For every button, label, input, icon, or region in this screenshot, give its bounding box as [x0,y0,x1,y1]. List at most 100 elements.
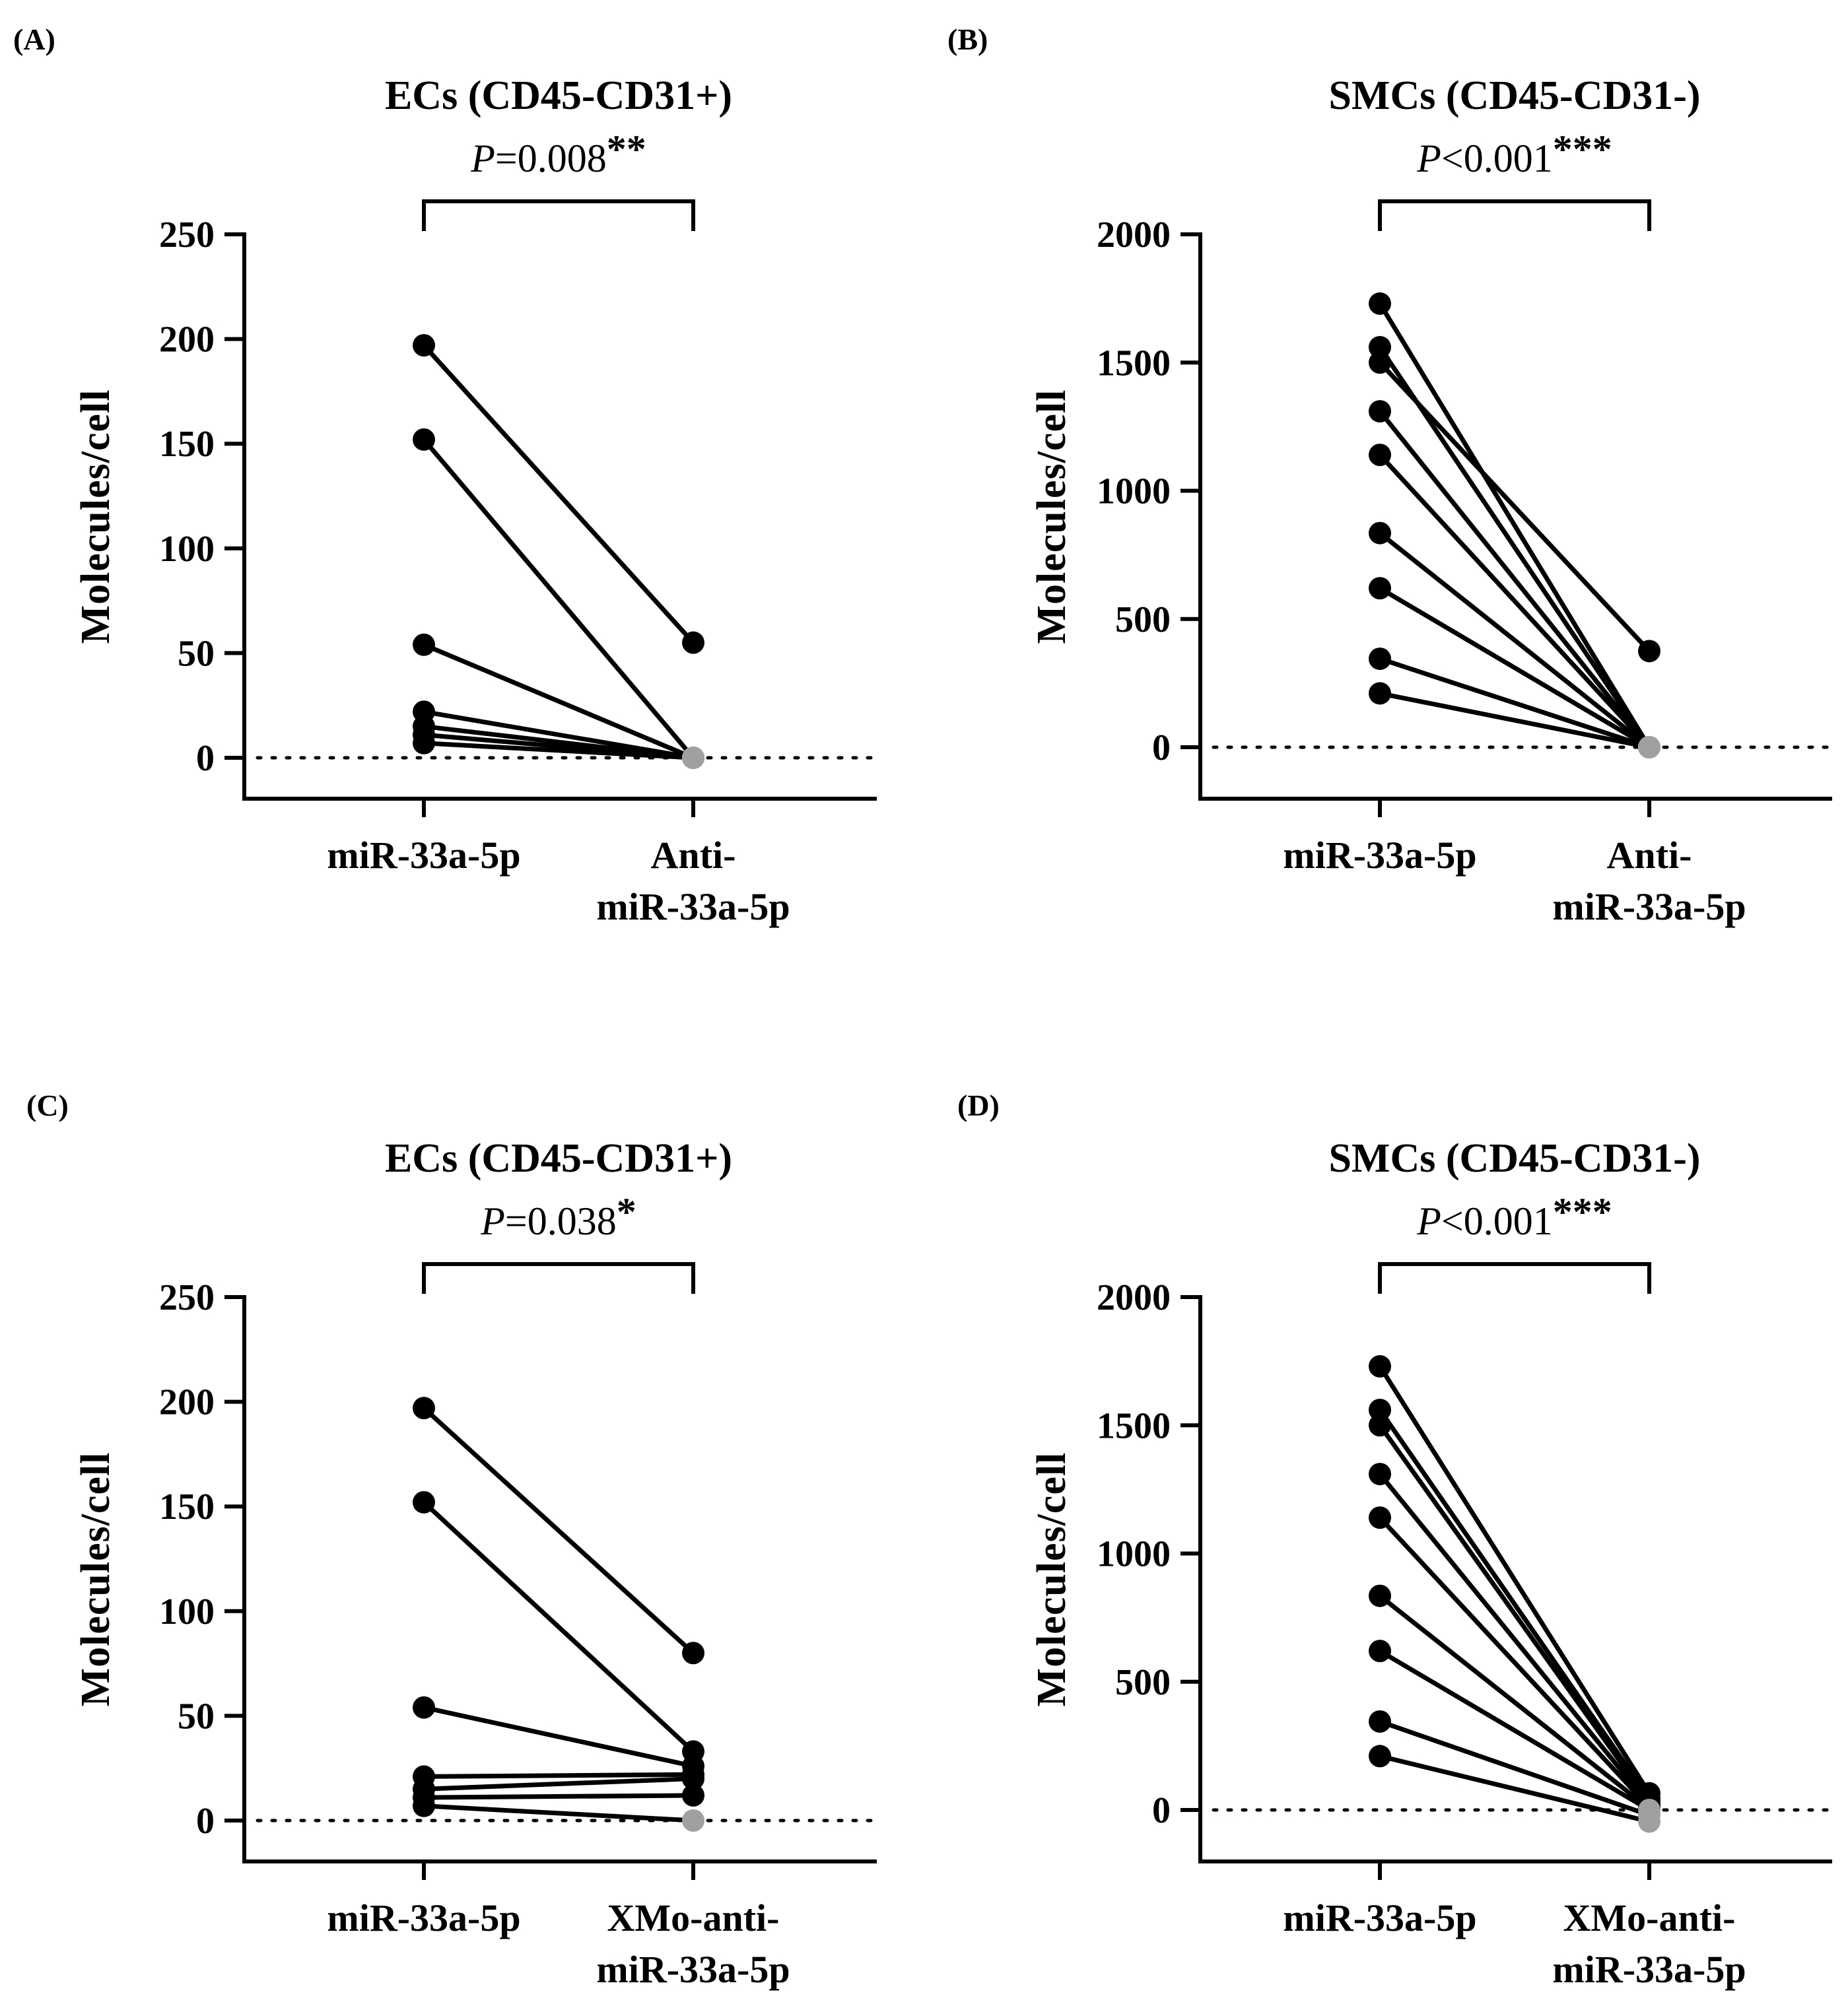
p-value-annotation: P=0.008** [470,127,646,180]
data-point-before [1369,1506,1391,1529]
data-point-before [1369,521,1391,545]
p-value-annotation: P<0.001*** [1416,127,1612,180]
data-point-before [1369,1398,1391,1421]
paired-line [422,1406,695,1655]
chart-panel-c: (C) ECs (CD45-CD31+) P=0.038* 0 50 100 150 200 2… [26,1088,879,1991]
data-point-before [1369,1414,1391,1437]
p-value: =0.038 [505,1199,617,1243]
p-symbol: P [1416,137,1441,180]
x-category-label: miR-33a-5p [1552,885,1746,928]
paired-line [1379,1719,1651,1818]
panel-label: (C) [26,1088,69,1122]
x-category-label: XMo-anti- [1563,1896,1736,1939]
y-tick-label: 200 [159,1382,215,1423]
data-point-before [1369,335,1391,358]
data-point-before [413,334,435,357]
paired-line [423,741,694,760]
data-point-before [1369,351,1391,374]
paired-line [1379,1754,1650,1824]
data-point-before [413,1490,435,1514]
paired-line [1378,302,1651,749]
paired-line [422,438,695,760]
y-axis-label: Molecules/cell [1029,389,1074,644]
x-category-label: miR-33a-5p [1283,1896,1476,1939]
paired-line [422,343,695,644]
paired-line [423,1772,694,1779]
chart-title: SMCs (CD45-CD31-) [1328,1136,1700,1181]
data-point-before [1369,1640,1391,1663]
data-point-after [682,1784,704,1807]
significance-stars: ** [607,127,646,171]
paired-line [1378,453,1651,749]
x-category-label: miR-33a-5p [1283,834,1476,877]
data-point-after [1638,640,1660,663]
paired-line [1378,409,1651,749]
data-point-before [1369,1710,1391,1733]
data-point-after [682,1767,704,1790]
data-point-after [1638,736,1660,758]
y-tick-label: 2000 [1097,215,1171,255]
y-tick-label: 150 [159,1487,215,1527]
data-point-before [413,1397,435,1420]
significance-bracket [1378,199,1651,231]
data-point-after [682,1642,704,1665]
y-tick-label: 200 [159,319,215,360]
y-tick-label: 1500 [1097,343,1171,384]
data-point-before [1369,400,1391,423]
y-tick-label: 0 [196,738,215,779]
paired-line [1378,531,1651,749]
paired-line [423,1793,694,1800]
paired-line [1379,656,1651,750]
data-point-before [413,1696,435,1719]
chart-title: SMCs (CD45-CD31-) [1328,73,1700,118]
y-tick-label: 50 [178,633,215,674]
p-value-annotation: P=0.038* [480,1190,636,1243]
p-symbol: P [1416,1199,1441,1243]
y-tick-label: 150 [159,424,215,465]
data-point-before [1369,1745,1391,1768]
panel-label: (D) [957,1088,1000,1122]
y-axis-label: Molecules/cell [1029,1452,1074,1707]
y-axis-label: Molecules/cell [73,389,118,644]
paired-line [423,709,694,760]
y-tick-label: 0 [196,1801,215,1842]
y-axis-label: Molecules/cell [73,1452,118,1707]
data-point-before [1369,292,1391,315]
p-value: <0.001 [1441,137,1553,180]
data-point-before [1369,1355,1391,1378]
significance-bracket [422,1262,695,1294]
data-point-before [413,428,435,451]
significance-bracket [1378,1262,1651,1294]
data-point-before [1369,577,1391,600]
paired-line [1378,1365,1651,1795]
panel-label: (A) [13,22,55,56]
paired-line [1378,1424,1651,1804]
x-category-label: miR-33a-5p [596,1948,790,1991]
y-tick-label: 0 [1152,727,1171,768]
panel-label: (B) [947,22,988,56]
x-category-label: Anti- [651,834,736,877]
paired-line [422,1500,695,1753]
p-value: <0.001 [1441,1199,1553,1243]
y-tick-label: 1500 [1097,1405,1171,1446]
data-point-before [413,731,435,754]
p-value-annotation: P<0.001*** [1416,1190,1612,1243]
significance-stars: * [617,1190,636,1234]
x-category-label: miR-33a-5p [327,1896,520,1939]
data-point-before [413,633,435,656]
paired-line [423,1776,694,1791]
y-tick-label: 50 [178,1696,215,1737]
p-symbol: P [470,137,495,180]
paired-line [1378,1408,1651,1800]
data-point-before [1369,682,1391,705]
y-tick-label: 100 [159,529,215,570]
y-tick-label: 0 [1152,1790,1171,1831]
x-category-label: miR-33a-5p [596,885,790,928]
y-tick-label: 500 [1115,1662,1171,1703]
paired-line [423,642,695,760]
chart-panel-a: (A) ECs (CD45-CD31+) P=0.008** 0 50 100 150 200… [13,22,879,928]
x-category-label: XMo-anti- [607,1896,780,1939]
data-point-before [1369,1584,1391,1607]
y-tick-label: 1000 [1097,471,1171,512]
y-tick-label: 1000 [1097,1534,1171,1575]
